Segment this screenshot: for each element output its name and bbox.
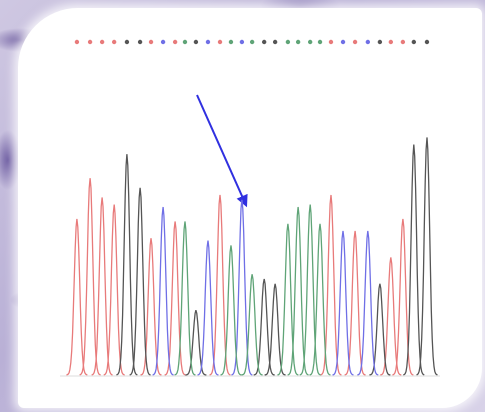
chromatogram bbox=[0, 0, 485, 412]
base-call-dot bbox=[112, 40, 116, 44]
base-call-dot bbox=[262, 40, 266, 44]
base-call-dot bbox=[286, 40, 290, 44]
base-call-dot bbox=[329, 40, 333, 44]
base-call-dot bbox=[88, 40, 92, 44]
base-call-dot bbox=[341, 40, 345, 44]
base-call-dot bbox=[318, 40, 322, 44]
base-call-dot bbox=[389, 40, 393, 44]
base-call-dot bbox=[218, 40, 222, 44]
base-call-dot bbox=[308, 40, 312, 44]
peak bbox=[380, 257, 401, 375]
base-call-dot bbox=[125, 40, 129, 44]
base-call-dot bbox=[161, 40, 165, 44]
base-call-dot bbox=[296, 40, 300, 44]
base-call-dot bbox=[206, 40, 210, 44]
base-call-dot bbox=[138, 40, 142, 44]
page: (() => { const data = JSON.parse(documen… bbox=[0, 0, 485, 412]
base-call-dot bbox=[194, 40, 198, 44]
base-call-dot bbox=[229, 40, 233, 44]
peak bbox=[165, 221, 186, 375]
base-call-dot bbox=[412, 40, 416, 44]
base-call-dot bbox=[353, 40, 357, 44]
base-call-dot bbox=[250, 40, 254, 44]
base-call-dot bbox=[366, 40, 370, 44]
base-call-dot bbox=[75, 40, 79, 44]
base-call-dot bbox=[378, 40, 382, 44]
base-call-dot bbox=[173, 40, 177, 44]
base-call-dot bbox=[183, 40, 187, 44]
base-call-dot bbox=[425, 40, 429, 44]
base-call-dot bbox=[149, 40, 153, 44]
base-call-dot bbox=[273, 40, 277, 44]
arrow bbox=[197, 95, 246, 205]
base-call-dot bbox=[100, 40, 104, 44]
base-call-dot bbox=[401, 40, 405, 44]
base-call-dot bbox=[240, 40, 244, 44]
peak bbox=[231, 200, 252, 375]
